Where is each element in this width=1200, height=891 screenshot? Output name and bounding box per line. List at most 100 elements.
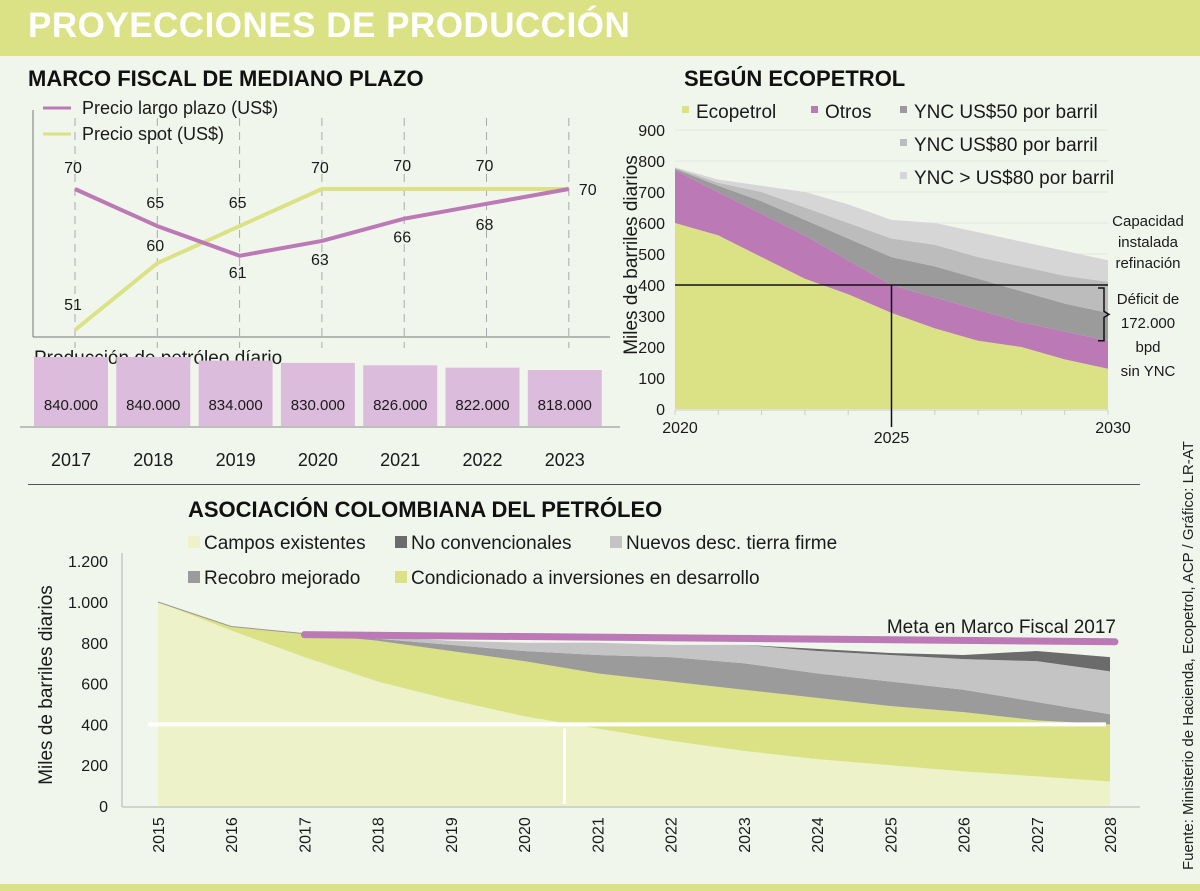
legend-label-1: Precio spot (US$) xyxy=(82,124,224,144)
legend-label-acp-0: Campos existentes xyxy=(204,533,366,554)
ytick-300: 300 xyxy=(638,309,665,326)
xtick-2026: 2026 xyxy=(957,817,974,853)
xtick-2017: 2017 xyxy=(297,817,314,853)
line-precio-largo-plazo xyxy=(74,187,570,258)
bar-2019 xyxy=(198,360,273,426)
label-largo-plazo-2020: 63 xyxy=(311,252,329,269)
bar-value-2018: 840.000 xyxy=(126,397,180,414)
label-largo-plazo-2022: 68 xyxy=(476,217,494,234)
area-nuevos-desc-tierra-firme xyxy=(158,602,1110,715)
label-largo-plazo-2019: 61 xyxy=(229,265,247,282)
xtick-2018: 2018 xyxy=(371,817,388,853)
bar-year-2019: 2019 xyxy=(216,450,256,470)
acp-title: ASOCIACIÓN COLOMBIANA DEL PETRÓLEO xyxy=(188,497,663,522)
label-largo-plazo-2017: 70 xyxy=(64,160,82,177)
total-outline xyxy=(157,601,305,635)
xtick-2020: 2020 xyxy=(517,817,534,853)
legend-label-acp-4: Condicionado a inversiones en desarrollo xyxy=(411,568,760,589)
legend-label-acp-2: Nuevos desc. tierra firme xyxy=(626,533,837,554)
deficit-label-3: sin YNC xyxy=(1121,363,1176,380)
legend-swatch-eco-3 xyxy=(900,139,907,146)
xtick-2016: 2016 xyxy=(224,817,241,853)
ytick-400: 400 xyxy=(81,717,108,734)
deficit-label-1: 172.000 xyxy=(1121,315,1175,332)
bar-year-2022: 2022 xyxy=(462,450,502,470)
marco-fiscal-title: MARCO FISCAL DE MEDIANO PLAZO xyxy=(28,66,424,91)
capacity-label-0: Capacidad xyxy=(1112,213,1184,230)
xtick-2021: 2021 xyxy=(590,817,607,853)
bar-year-2023: 2023 xyxy=(545,450,585,470)
bar-2018 xyxy=(116,357,191,426)
ytick-800: 800 xyxy=(638,154,665,171)
line-precio-spot xyxy=(73,187,569,332)
ytick-200: 200 xyxy=(81,758,108,775)
bar-year-2020: 2020 xyxy=(298,450,338,470)
ytick-1000: 1.000 xyxy=(68,595,108,612)
legend-label-eco-3: YNC US$80 por barril xyxy=(914,135,1098,156)
source-credit: Fuente: Ministerio de Hacienda, Ecopetro… xyxy=(1180,441,1197,870)
legend-swatch-acp-4 xyxy=(395,571,407,583)
ytick-200: 200 xyxy=(638,340,665,357)
xtick-2024: 2024 xyxy=(810,817,827,853)
ytick-600: 600 xyxy=(638,216,665,233)
legend-swatch-acp-3 xyxy=(188,571,200,583)
label-largo-plazo-2018: 65 xyxy=(146,195,164,212)
page-title: PROYECCIONES DE PRODUCCIÓN xyxy=(28,6,631,45)
ecopetrol-title: SEGÚN ECOPETROL xyxy=(684,66,906,91)
legend-swatch-eco-0 xyxy=(682,106,689,113)
legend-label-0: Precio largo plazo (US$) xyxy=(82,98,278,118)
xtick-2023: 2023 xyxy=(737,817,754,853)
legend-label-eco-1: Otros xyxy=(825,102,871,123)
header-banner: PROYECCIONES DE PRODUCCIÓN xyxy=(0,0,1200,56)
target-line xyxy=(300,631,1119,646)
label-spot-2018: 60 xyxy=(146,238,164,255)
bar-year-2017: 2017 xyxy=(51,450,91,470)
capacity-label-2: refinación xyxy=(1115,255,1180,272)
deficit-label-2: bpd xyxy=(1135,339,1160,356)
bar-2022 xyxy=(445,367,520,426)
legend-swatch-acp-2 xyxy=(610,536,622,548)
xtick-2030: 2030 xyxy=(1095,420,1131,437)
legend-label-eco-4: YNC > US$80 por barril xyxy=(914,168,1114,189)
bar-year-2018: 2018 xyxy=(133,450,173,470)
area-ync-us-50-por-barril xyxy=(675,168,1108,341)
bar-value-2021: 826.000 xyxy=(373,397,427,414)
area-condicionado-a-inversiones-en-desarrollo xyxy=(158,602,1110,782)
bar-2017 xyxy=(34,357,108,426)
bar-2021 xyxy=(363,365,438,426)
xtick-2019: 2019 xyxy=(444,817,461,853)
ytick-100: 100 xyxy=(638,371,665,388)
legend-swatch-acp-0 xyxy=(188,536,200,548)
legend-label-eco-0: Ecopetrol xyxy=(696,102,776,123)
area-ync-us-80-por-barril xyxy=(675,167,1108,313)
xtick-2025: 2025 xyxy=(874,430,910,447)
label-spot-2021: 70 xyxy=(393,158,411,175)
legend-swatch-eco-4 xyxy=(900,172,907,179)
y-axis-label: Miles de barriles diarios xyxy=(36,585,57,785)
xtick-2015: 2015 xyxy=(151,817,168,853)
label-spot-2017: 51 xyxy=(64,297,82,314)
legend-label-acp-3: Recobro mejorado xyxy=(204,568,360,589)
ytick-500: 500 xyxy=(638,247,665,264)
y-axis-label: Miles de barriles diarios xyxy=(621,155,642,355)
deficit-brace xyxy=(1098,287,1111,342)
ytick-800: 800 xyxy=(81,636,108,653)
xtick-2022: 2022 xyxy=(664,817,681,853)
bar-year-2021: 2021 xyxy=(380,450,420,470)
ytick-400: 400 xyxy=(638,278,665,295)
ytick-700: 700 xyxy=(638,185,665,202)
area-recobro-mejorado xyxy=(158,602,1110,725)
legend-label-eco-2: YNC US$50 por barril xyxy=(914,102,1098,123)
area-ync-us-80-por-barril xyxy=(675,167,1108,282)
area-campos-existentes xyxy=(158,602,1110,806)
legend-swatch-acp-1 xyxy=(395,536,407,548)
ytick-1200: 1.200 xyxy=(68,554,108,571)
bar-value-2022: 822.000 xyxy=(455,397,509,414)
xtick-2020: 2020 xyxy=(662,420,698,437)
bar-value-2019: 834.000 xyxy=(208,397,262,414)
legend-label-acp-1: No convencionales xyxy=(411,533,572,554)
label-spot-2020: 70 xyxy=(311,160,329,177)
section-divider xyxy=(28,484,1140,485)
bar-value-2020: 830.000 xyxy=(291,397,345,414)
